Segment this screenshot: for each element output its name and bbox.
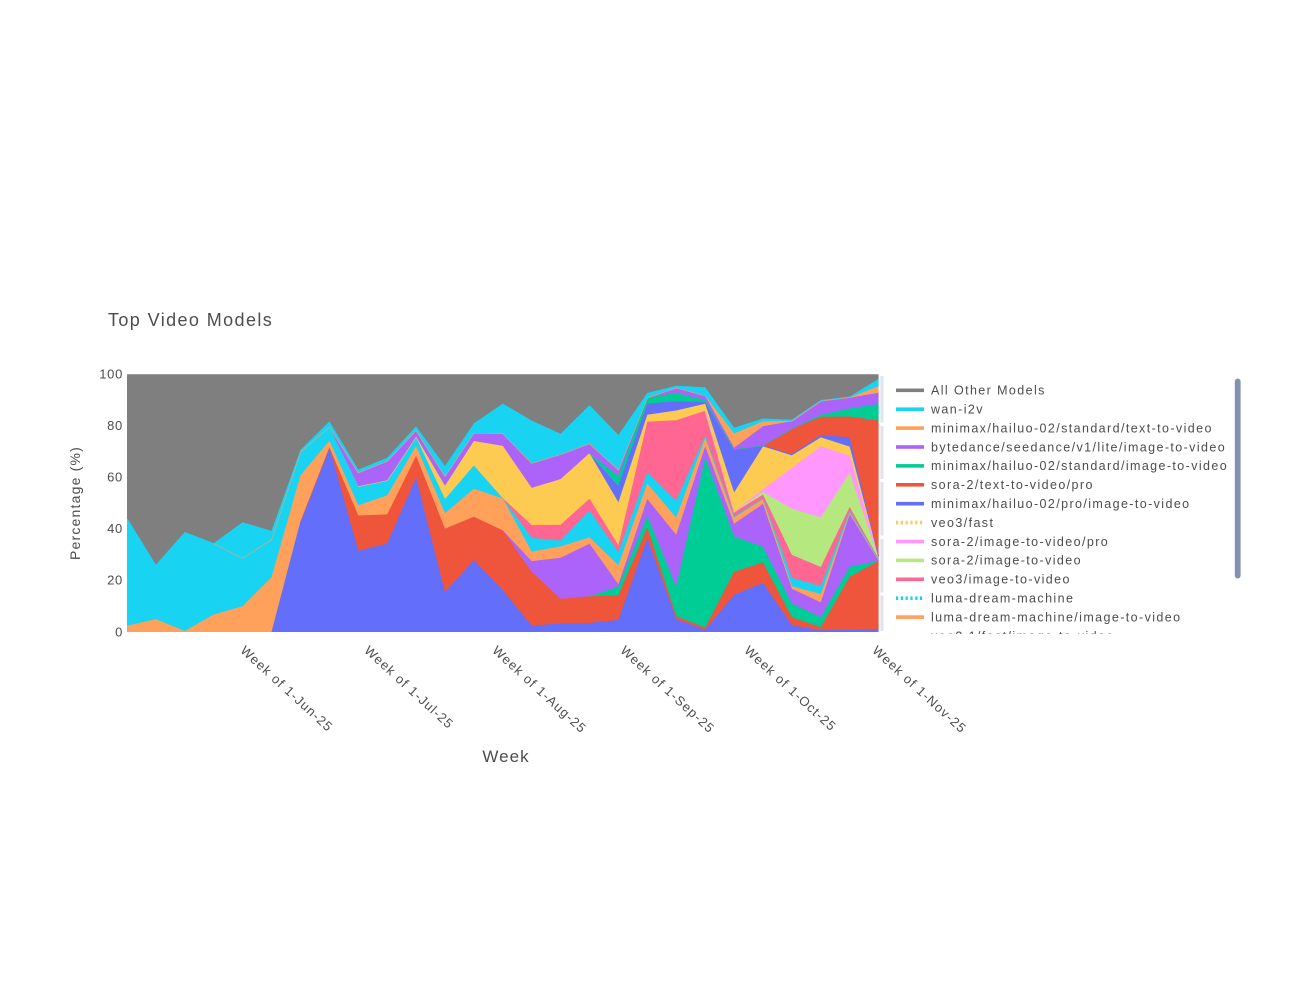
svg-text:0: 0 (115, 624, 123, 639)
svg-text:All Other Models: All Other Models (931, 384, 1046, 398)
svg-text:60: 60 (107, 470, 123, 485)
svg-text:veo3.1/fast/image-to-video: veo3.1/fast/image-to-video (931, 629, 1115, 643)
svg-text:sora-2/text-to-video/pro: sora-2/text-to-video/pro (931, 478, 1094, 492)
svg-text:minimax/hailuo-02/standard/ima: minimax/hailuo-02/standard/image-to-vide… (931, 459, 1228, 473)
svg-text:100: 100 (99, 367, 123, 382)
svg-text:sora-2/image-to-video: sora-2/image-to-video (931, 554, 1082, 568)
svg-text:minimax/hailuo-02/standard/tex: minimax/hailuo-02/standard/text-to-video (931, 421, 1213, 435)
svg-text:Week: Week (482, 747, 529, 766)
svg-text:wan-i2v: wan-i2v (930, 403, 984, 417)
svg-text:sora-2/image-to-video/pro: sora-2/image-to-video/pro (931, 535, 1109, 549)
svg-text:veo3/fast: veo3/fast (931, 516, 994, 530)
svg-text:80: 80 (107, 418, 123, 433)
svg-text:minimax/hailuo-02/pro/image-to: minimax/hailuo-02/pro/image-to-video (931, 497, 1191, 511)
svg-text:Percentage (%): Percentage (%) (67, 446, 83, 560)
svg-text:bytedance/seedance/v1/lite/ima: bytedance/seedance/v1/lite/image-to-vide… (931, 440, 1226, 454)
svg-text:luma-dream-machine/image-to-vi: luma-dream-machine/image-to-video (931, 610, 1181, 624)
svg-text:Top Video Models: Top Video Models (108, 310, 273, 330)
svg-text:luma-dream-machine: luma-dream-machine (931, 592, 1074, 606)
svg-text:20: 20 (107, 573, 123, 588)
svg-text:veo3/image-to-video: veo3/image-to-video (931, 573, 1071, 587)
svg-text:40: 40 (107, 521, 123, 536)
